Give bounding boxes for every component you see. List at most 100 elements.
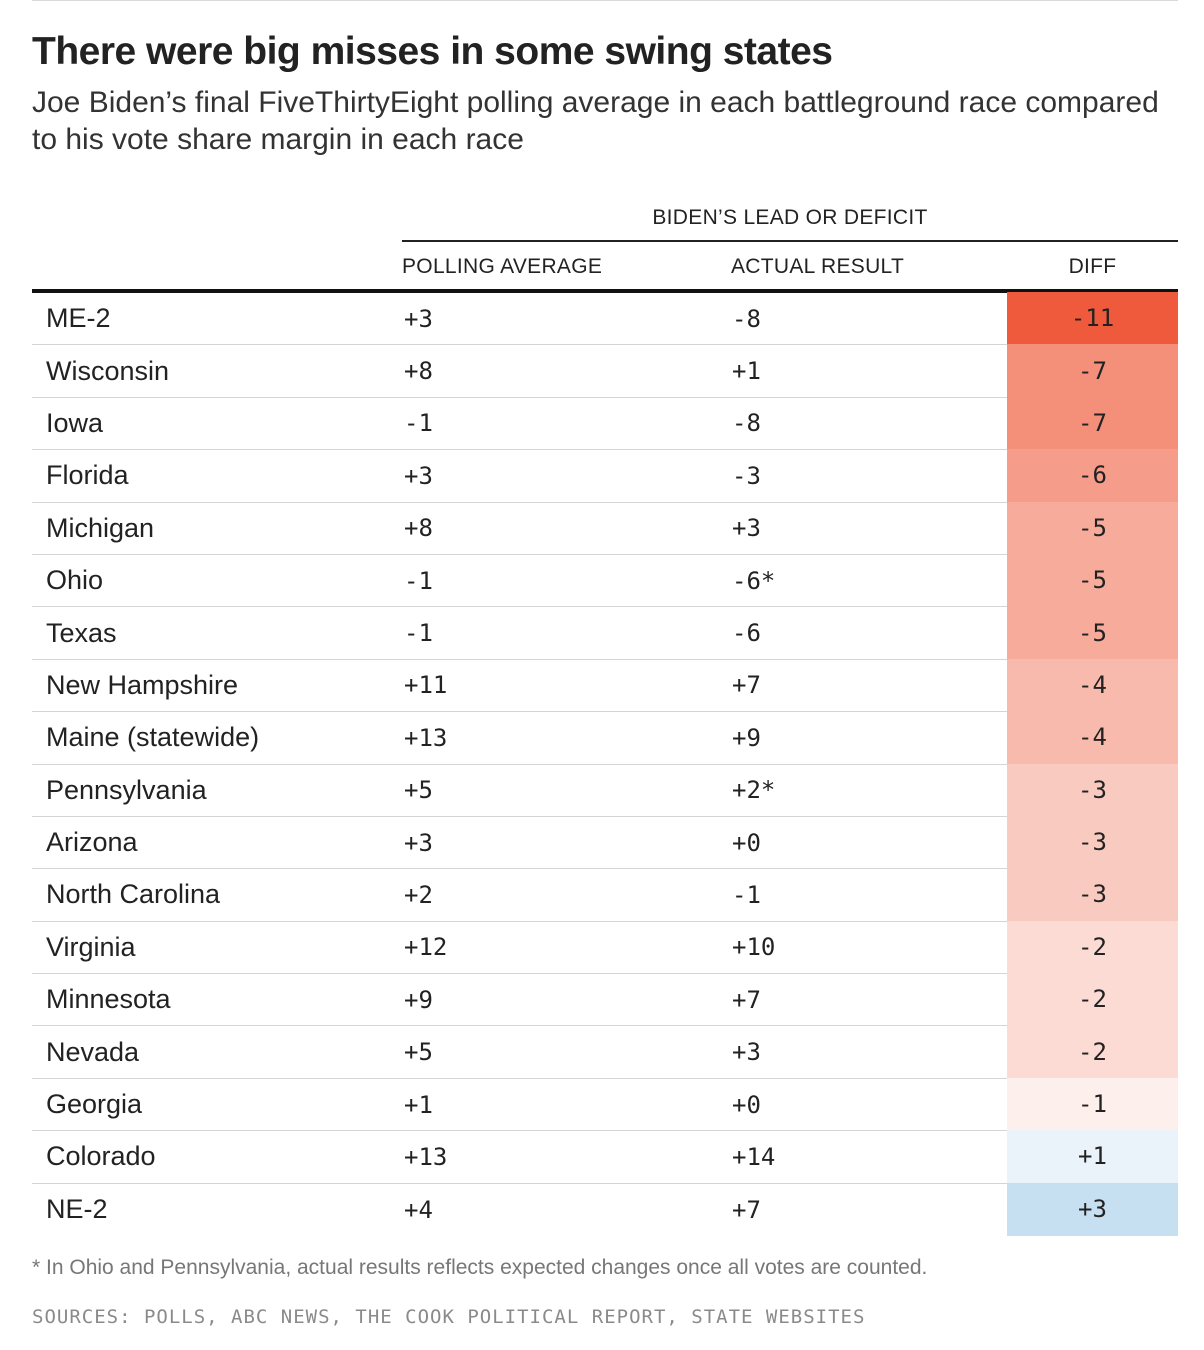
polling-average-value: +11 — [404, 671, 448, 700]
table-row: Minnesota +9 +7 -2 — [32, 973, 1178, 1027]
actual-result-value: +14 — [732, 1142, 776, 1171]
polling-average-value: +13 — [404, 723, 448, 752]
diff-value: -2 — [1007, 1025, 1178, 1078]
polling-average-value: -1 — [404, 409, 433, 438]
diff-value: -3 — [1007, 868, 1178, 921]
diff-value: -4 — [1007, 658, 1178, 712]
polling-average-value: +4 — [404, 1195, 433, 1224]
state-name: Wisconsin — [46, 355, 170, 386]
actual-result-value: -6 — [732, 619, 761, 648]
actual-result-value: -3 — [732, 461, 761, 490]
state-name: Texas — [46, 617, 117, 648]
diff-value: -7 — [1007, 396, 1178, 450]
table-row: Texas -1 -6 -5 — [32, 606, 1178, 660]
polling-average-value: +2 — [404, 880, 433, 909]
diff-value: +3 — [1007, 1182, 1178, 1237]
table-row: Colorado +13 +14 +1 — [32, 1130, 1178, 1184]
table-row: Iowa -1 -8 -7 — [32, 396, 1178, 451]
actual-result-value: +0 — [732, 828, 761, 857]
polling-average-value: -1 — [404, 619, 433, 648]
diff-value: -6 — [1007, 449, 1178, 502]
diff-value: -5 — [1007, 606, 1178, 659]
column-header-actual-result: ACTUAL RESULT — [731, 255, 905, 278]
table-row: North Carolina +2 -1 -3 — [32, 868, 1178, 922]
table-row: ME-2 +3 -8 -11 — [32, 292, 1178, 346]
polling-average-value: +5 — [404, 1038, 433, 1067]
state-name: ME-2 — [46, 303, 111, 334]
table-row: NE-2 +4 +7 +3 — [32, 1182, 1178, 1237]
state-name: Georgia — [46, 1089, 143, 1120]
table-row: Nevada +5 +3 -2 — [32, 1025, 1178, 1079]
diff-value: -4 — [1007, 711, 1178, 764]
group-header: BIDEN’S LEAD OR DEFICIT — [652, 206, 928, 229]
diff-value: -5 — [1007, 553, 1178, 607]
polling-average-value: +8 — [404, 514, 433, 543]
column-header-polling-average: POLLING AVERAGE — [402, 255, 603, 278]
table-row: Michigan +8 +3 -5 — [32, 501, 1178, 555]
diff-value: -3 — [1007, 763, 1178, 816]
footnote: * In Ohio and Pennsylvania, actual resul… — [32, 1256, 928, 1279]
state-name: New Hampshire — [46, 669, 239, 700]
table-row: Georgia +1 +0 -1 — [32, 1077, 1178, 1132]
state-name: Virginia — [46, 931, 136, 962]
polling-average-value: +3 — [404, 461, 433, 490]
polling-average-value: +5 — [404, 776, 433, 805]
table-row: Wisconsin +8 +1 -7 — [32, 344, 1178, 398]
state-name: Michigan — [46, 512, 155, 543]
table-row: Arizona +3 +0 -3 — [32, 815, 1178, 870]
diff-value: -5 — [1007, 501, 1178, 554]
polling-average-value: +3 — [404, 304, 433, 333]
actual-result-value: +3 — [732, 514, 761, 543]
polling-average-value: +8 — [404, 357, 433, 386]
chart-subtitle: Joe Biden’s final FiveThirtyEight pollin… — [32, 86, 1159, 156]
diff-value: -11 — [1007, 292, 1178, 345]
group-header-rule — [402, 240, 1178, 242]
actual-result-value: -8 — [732, 409, 761, 438]
table-body: ME-2 +3 -8 -11 Wisconsin +8 +1 -7 Iowa -1 -8 -7 Flor… — [32, 292, 1178, 1237]
state-name: Colorado — [46, 1141, 156, 1172]
actual-result-value: +2* — [732, 776, 776, 805]
chart-title: There were big misses in some swing stat… — [32, 30, 833, 73]
state-name: Arizona — [46, 827, 138, 858]
state-name: Florida — [46, 460, 129, 491]
polling-average-value: +1 — [404, 1090, 433, 1119]
diff-value: +1 — [1007, 1130, 1178, 1183]
state-name: Maine (statewide) — [46, 722, 260, 753]
table-row: Florida +3 -3 -6 — [32, 449, 1178, 503]
polling-average-value: -1 — [404, 566, 433, 595]
state-name: NE-2 — [46, 1194, 108, 1225]
polling-average-value: +9 — [404, 985, 433, 1014]
header-rule — [32, 289, 1178, 293]
actual-result-value: +0 — [732, 1090, 761, 1119]
table-row: Virginia +12 +10 -2 — [32, 920, 1178, 975]
sources: SOURCES: POLLS, ABC NEWS, THE COOK POLIT… — [32, 1306, 866, 1328]
top-divider — [32, 0, 1178, 1]
diff-value: -1 — [1007, 1077, 1178, 1131]
state-name: Ohio — [46, 565, 104, 596]
actual-result-value: +9 — [732, 723, 761, 752]
actual-result-value: -1 — [732, 880, 761, 909]
polling-average-value: +12 — [404, 933, 448, 962]
table-row: New Hampshire +11 +7 -4 — [32, 658, 1178, 713]
diff-value: -7 — [1007, 344, 1178, 397]
diff-value: -2 — [1007, 973, 1178, 1026]
table-row: Pennsylvania +5 +2* -3 — [32, 763, 1178, 817]
state-name: Iowa — [46, 407, 104, 438]
actual-result-value: +7 — [732, 985, 761, 1014]
table-row: Ohio -1 -6* -5 — [32, 553, 1178, 608]
actual-result-value: +10 — [732, 933, 776, 962]
polling-average-value: +13 — [404, 1142, 448, 1171]
actual-result-value: +3 — [732, 1038, 761, 1067]
actual-result-value: +7 — [732, 671, 761, 700]
state-name: Nevada — [46, 1036, 140, 1067]
table-row: Maine (statewide) +13 +9 -4 — [32, 711, 1178, 765]
actual-result-value: -6* — [732, 566, 776, 595]
diff-value: -3 — [1007, 815, 1178, 869]
actual-result-value: +1 — [732, 357, 761, 386]
actual-result-value: -8 — [732, 304, 761, 333]
diff-value: -2 — [1007, 920, 1178, 974]
actual-result-value: +7 — [732, 1195, 761, 1224]
state-name: Pennsylvania — [46, 774, 207, 805]
polling-average-value: +3 — [404, 828, 433, 857]
state-name: North Carolina — [46, 879, 221, 910]
